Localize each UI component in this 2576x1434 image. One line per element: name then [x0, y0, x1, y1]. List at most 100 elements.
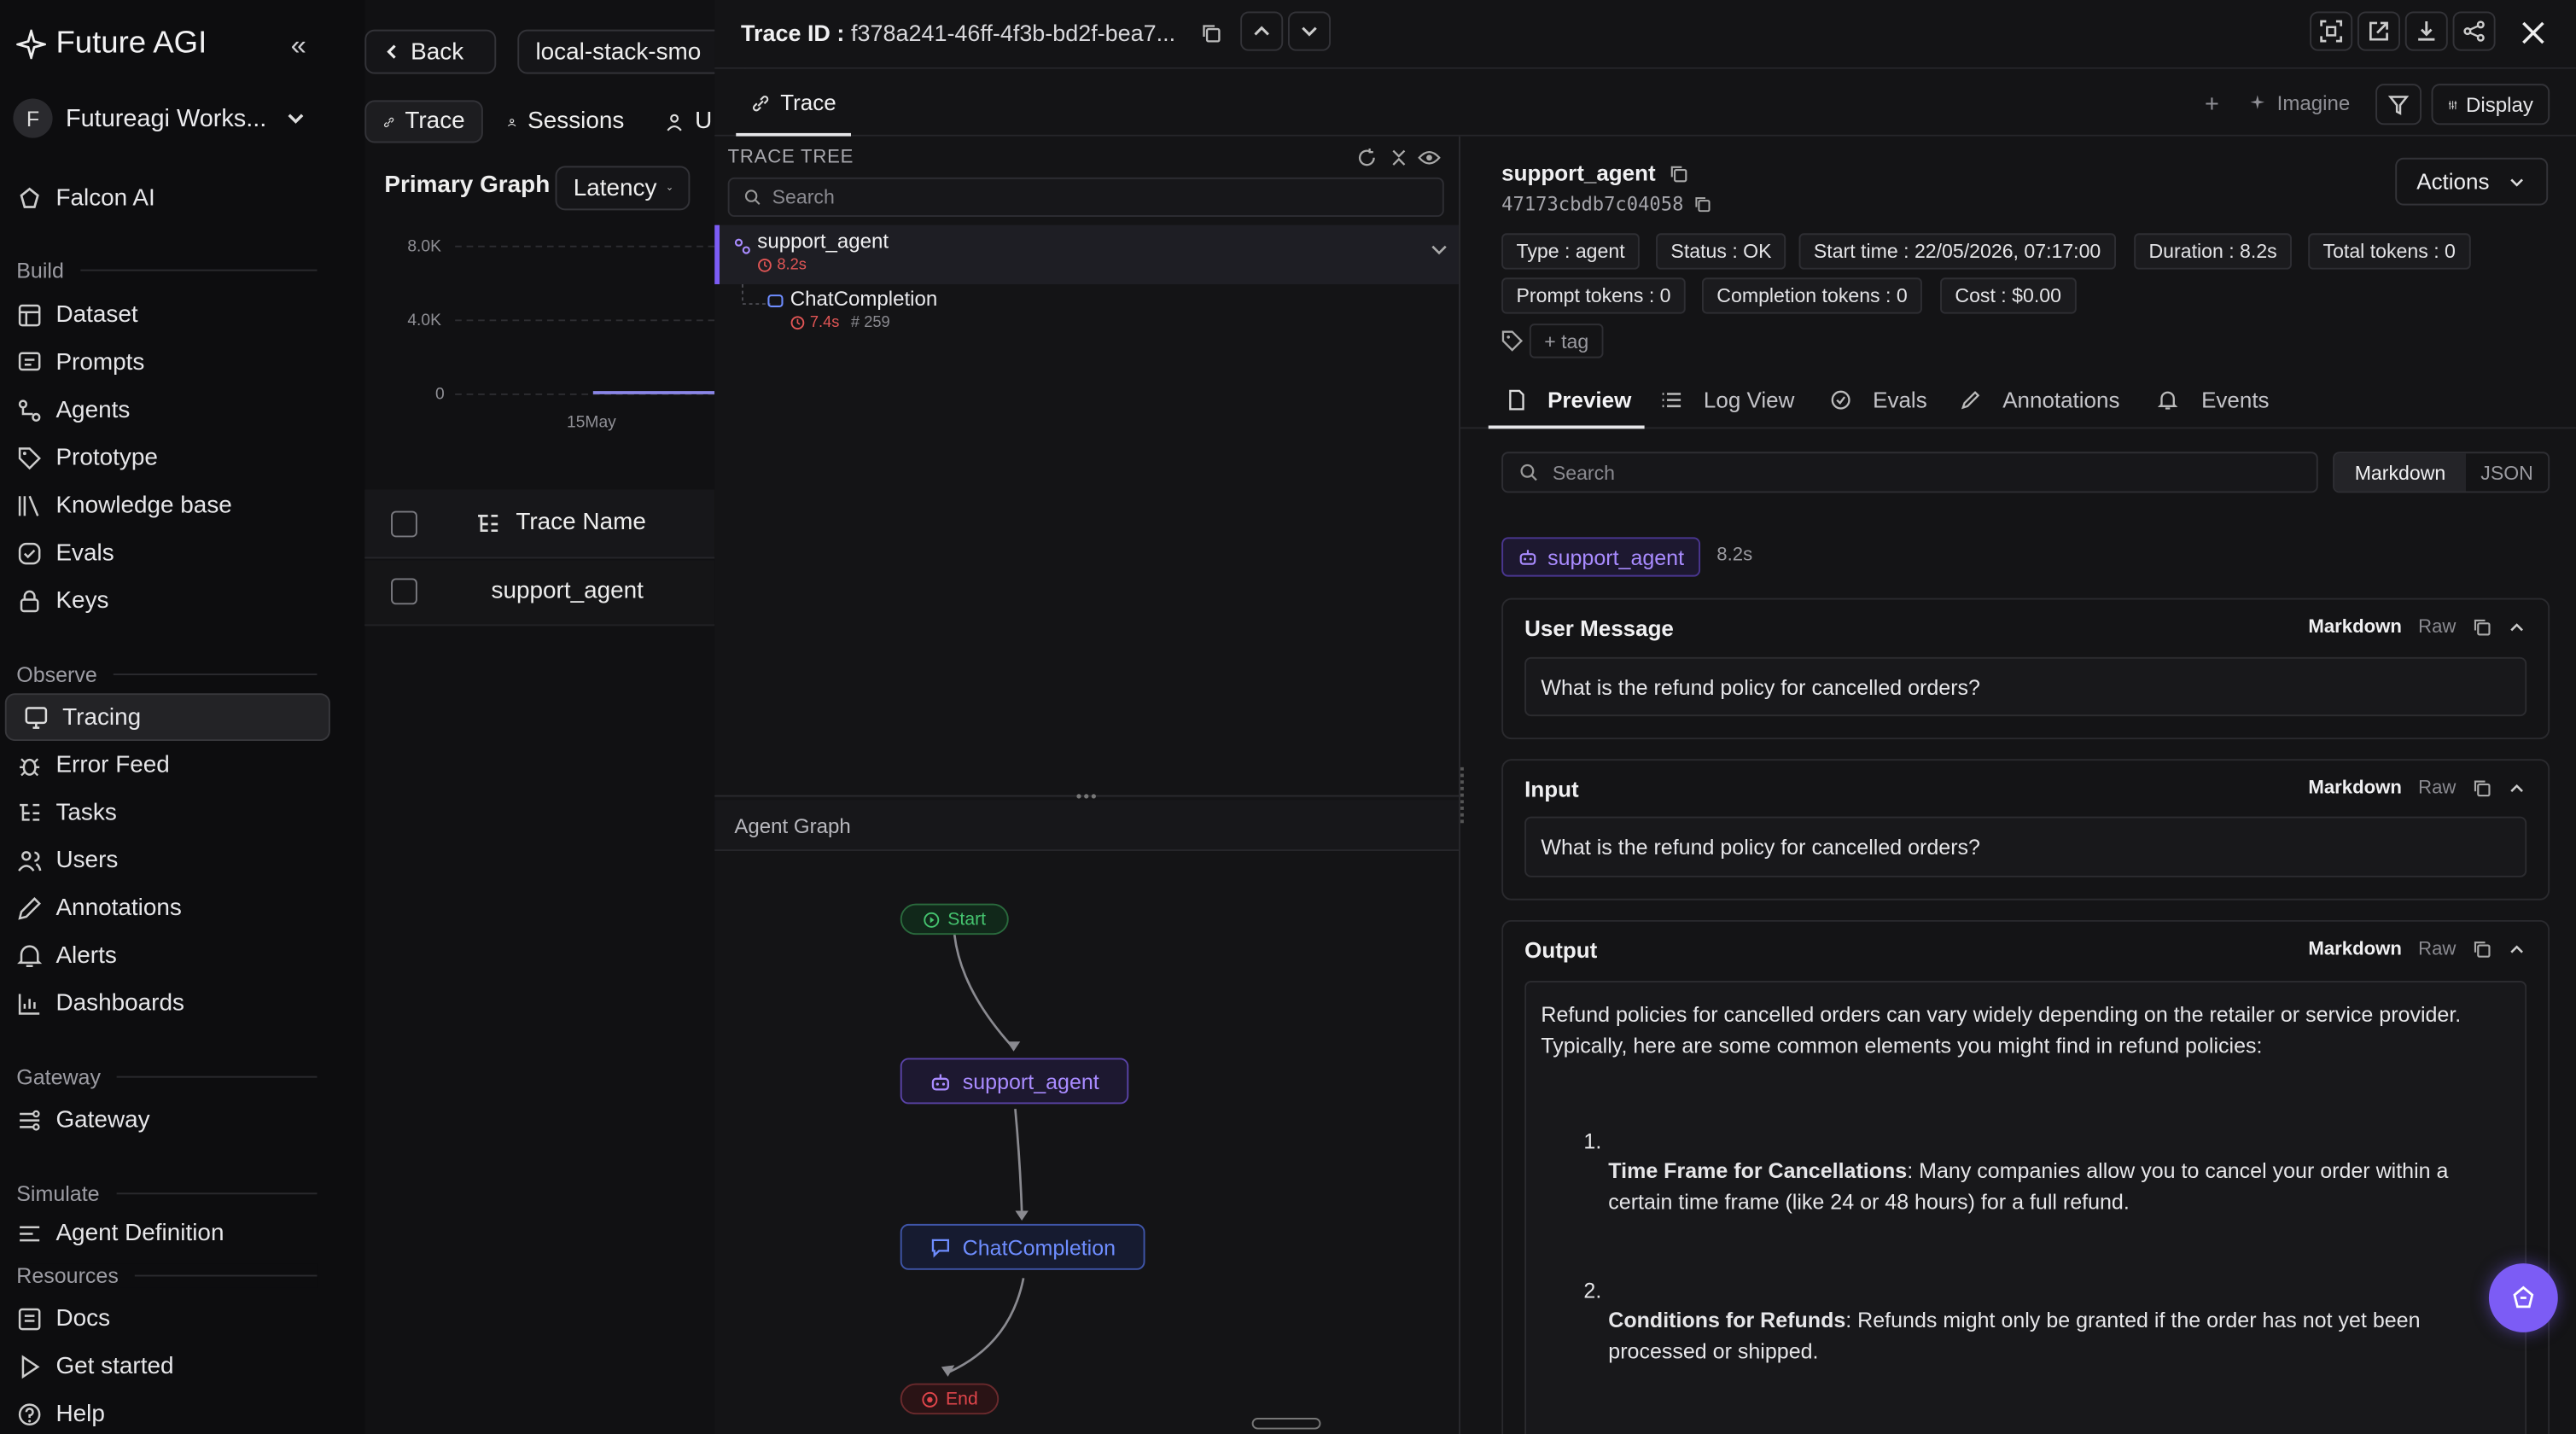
assistant-fab[interactable] [2488, 1263, 2558, 1332]
x-tick: 15May [567, 414, 616, 433]
workspace-switcher[interactable]: F Futureagi Works... [13, 98, 306, 138]
sidebar-item-agent-definition[interactable]: Agent Definition [16, 1221, 224, 1249]
sidebar-item-users[interactable]: Users [16, 842, 118, 878]
toggle-json[interactable]: JSON [2480, 460, 2533, 484]
close-icon[interactable] [2521, 21, 2544, 44]
copy-icon[interactable] [2473, 778, 2492, 798]
metric-select[interactable]: Latency [555, 166, 691, 211]
raw-toggle[interactable]: Raw [2418, 778, 2457, 799]
chip-completion-tokens: Completion tokens : 0 [1701, 277, 1923, 314]
markdown-toggle[interactable]: Markdown [2308, 617, 2402, 638]
falcon-icon [2513, 1285, 2534, 1309]
tab-trace[interactable]: Trace [736, 84, 851, 137]
markdown-toggle[interactable]: Markdown [2308, 778, 2402, 799]
sidebar-item-label: Keys [55, 588, 109, 615]
tab-evals[interactable]: Evals [1830, 388, 1927, 412]
filter-icon [2387, 95, 2410, 114]
download-button[interactable] [2404, 11, 2448, 51]
chevron-up-icon[interactable] [2509, 620, 2525, 636]
select-all-checkbox[interactable] [391, 510, 417, 538]
add-tag-button[interactable]: + tag [1529, 324, 1604, 358]
open-external-button[interactable] [2357, 11, 2400, 51]
span-badge[interactable]: support_agent [1501, 537, 1701, 577]
sidebar-item-dataset[interactable]: Dataset [16, 297, 138, 333]
chevron-up-icon[interactable] [2509, 941, 2525, 958]
actions-button[interactable]: Actions [2395, 157, 2549, 206]
graph-node-support-agent[interactable]: support_agent [900, 1058, 1129, 1105]
row-checkbox[interactable] [391, 578, 417, 605]
sidebar-item-dashboards[interactable]: Dashboards [16, 986, 184, 1022]
share-button[interactable] [2452, 11, 2496, 51]
chip-cost: Cost : $0.00 [1940, 277, 2077, 314]
tab-users[interactable]: U [647, 100, 745, 143]
raw-toggle[interactable]: Raw [2418, 617, 2457, 638]
sidebar-item-help[interactable]: Help [16, 1396, 105, 1432]
next-trace-button[interactable] [1287, 11, 1332, 51]
raw-toggle[interactable]: Raw [2418, 939, 2457, 960]
tab-annotations[interactable]: Annotations [1960, 388, 2119, 412]
panel-divider[interactable] [714, 795, 1460, 797]
column-trace-name: Trace Name [516, 509, 646, 536]
graph-scrollbar[interactable] [1251, 1418, 1321, 1430]
graph-node-end[interactable]: End [900, 1383, 1000, 1415]
sidebar-item-falcon-ai[interactable]: Falcon AI [16, 181, 155, 217]
sidebar-item-tracing[interactable]: Tracing [23, 700, 141, 736]
copy-icon[interactable] [2473, 940, 2492, 959]
tree-node-chatcompletion[interactable]: ChatCompletion 7.4s # 259 [764, 284, 1454, 337]
add-icon[interactable]: + [2204, 90, 2219, 119]
app-logo[interactable]: Future AGI [16, 26, 207, 62]
falcon-icon [20, 187, 39, 208]
copy-icon[interactable] [1201, 23, 1222, 44]
refresh-icon[interactable] [1357, 148, 1377, 167]
sidebar-item-annotations[interactable]: Annotations [16, 890, 182, 926]
table-row[interactable]: support_agent [364, 560, 715, 627]
tab-sessions[interactable]: Sessions [490, 100, 641, 143]
copy-icon[interactable] [2473, 618, 2492, 638]
project-selector[interactable]: local-stack-smo [517, 29, 748, 74]
eye-icon[interactable] [1418, 148, 1441, 167]
previous-trace-button[interactable] [1240, 11, 1284, 51]
sidebar: Future AGI « F Futureagi Works... Falcon… [0, 0, 365, 1434]
collapse-sidebar-icon[interactable]: « [290, 29, 306, 61]
sidebar-item-tasks[interactable]: Tasks [16, 796, 117, 831]
chevron-down-icon [288, 114, 304, 124]
graph-node-chatcompletion[interactable]: ChatCompletion [900, 1223, 1145, 1270]
sidebar-item-gateway[interactable]: Gateway [16, 1102, 150, 1138]
chevron-down-icon[interactable] [1431, 245, 1447, 258]
sidebar-item-alerts[interactable]: Alerts [16, 938, 117, 974]
filter-button[interactable] [2375, 84, 2422, 125]
section-simulate: Simulate [16, 1181, 318, 1206]
tree-search-input[interactable]: Search [727, 177, 1444, 218]
tab-preview[interactable]: Preview [1488, 375, 1645, 429]
copy-icon[interactable] [1693, 195, 1711, 213]
tab-trace-list[interactable]: Trace [364, 100, 483, 143]
tab-events[interactable]: Events [2157, 388, 2270, 412]
sidebar-item-error-feed[interactable]: Error Feed [16, 748, 170, 784]
collapse-all-icon[interactable] [1390, 148, 1407, 167]
fullscreen-button[interactable] [2310, 11, 2353, 51]
sidebar-item-knowledge-base[interactable]: Knowledge base [16, 488, 232, 524]
resize-handle[interactable] [1460, 767, 1471, 824]
agent-graph-title: Agent Graph [734, 814, 851, 838]
sidebar-item-prompts[interactable]: Prompts [16, 345, 144, 381]
sidebar-item-get-started[interactable]: Get started [16, 1349, 174, 1384]
display-button[interactable]: Display [2431, 84, 2550, 125]
trace-drawer-header: Trace ID : f378a241-46ff-4f3b-bd2f-bea7.… [714, 0, 2576, 69]
tab-log-view[interactable]: Log View [1661, 388, 1794, 412]
sidebar-item-prototype[interactable]: Prototype [16, 440, 158, 476]
tree-node-support-agent[interactable]: support_agent 8.2s [714, 224, 1460, 284]
sidebar-item-agents[interactable]: Agents [16, 393, 130, 428]
sidebar-item-docs[interactable]: Docs [16, 1301, 110, 1337]
graph-node-start[interactable]: Start [900, 903, 1009, 936]
tree-connector [742, 283, 771, 306]
toggle-markdown[interactable]: Markdown [2334, 453, 2466, 492]
preview-search-input[interactable]: Search [1501, 452, 2318, 493]
chevron-up-icon[interactable] [2509, 780, 2525, 796]
sidebar-item-keys[interactable]: Keys [16, 583, 109, 619]
chevron-down-icon [1302, 26, 1317, 37]
copy-icon[interactable] [1669, 164, 1688, 184]
back-button[interactable]: Back [364, 29, 497, 74]
sidebar-item-evals[interactable]: Evals [16, 535, 114, 571]
imagine-button[interactable]: Imagine [2249, 92, 2350, 115]
markdown-toggle[interactable]: Markdown [2308, 939, 2402, 960]
